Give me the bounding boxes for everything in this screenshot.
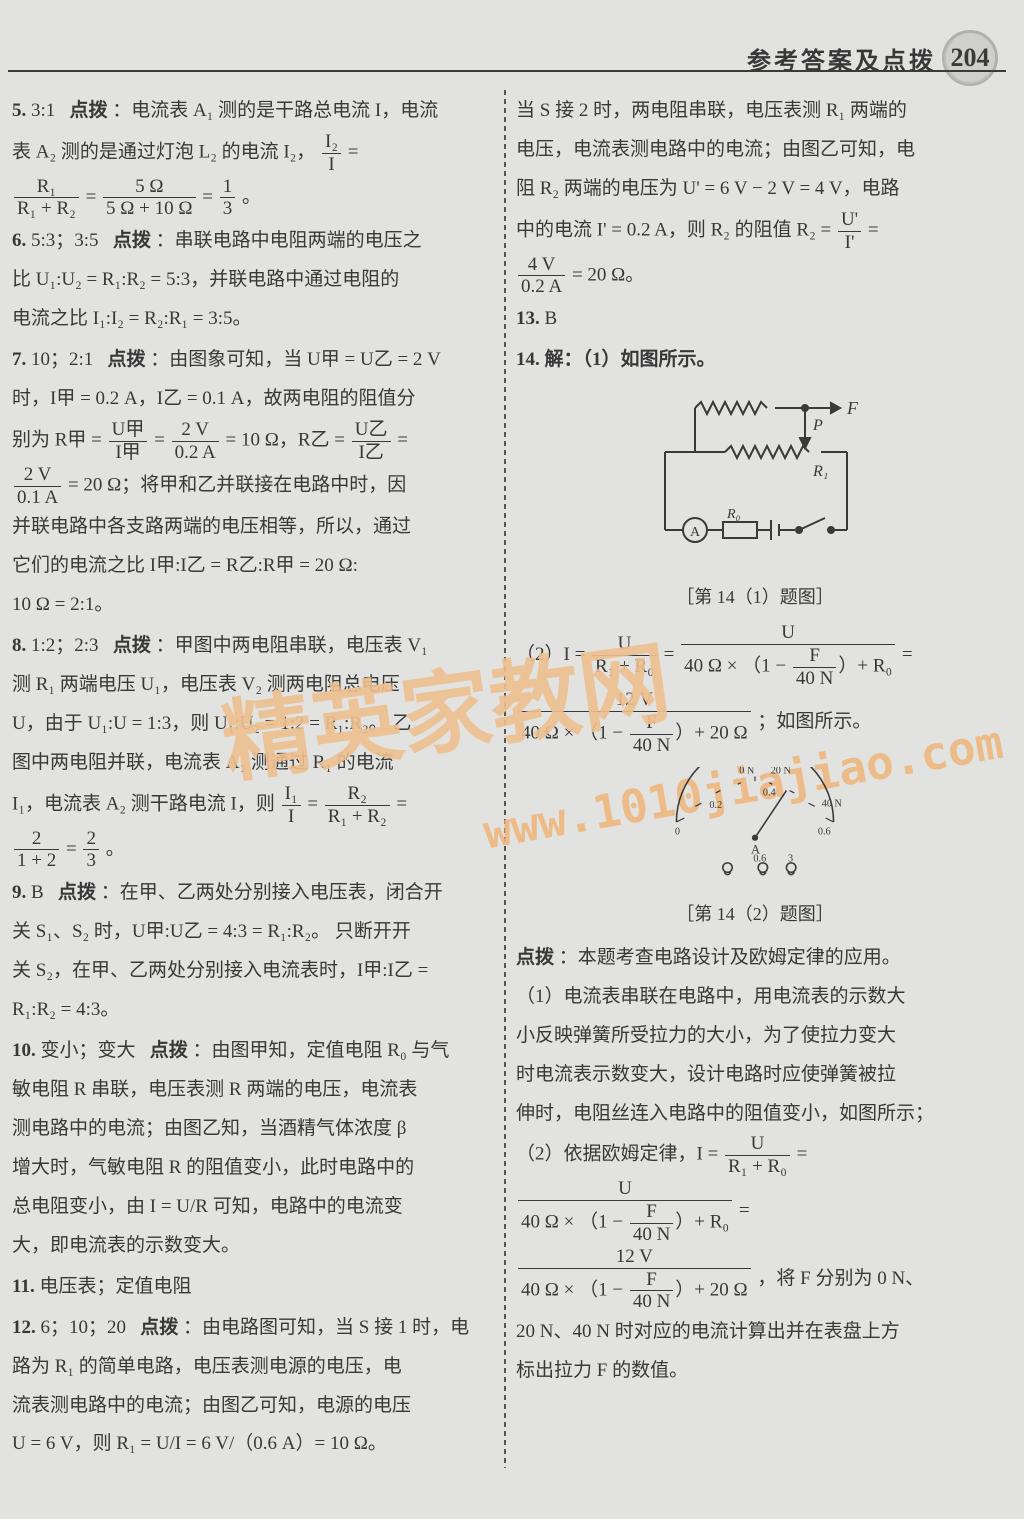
label-F: F	[846, 398, 859, 418]
circuit-caption: ［第 14（1）题图］	[516, 579, 994, 616]
q10-ans: 变小；变大	[41, 1040, 136, 1061]
q9: 9. B 点拨 ：在甲、乙两处分别接入电压表，闭合开 关 S₁、S₂ 时，U甲:…	[12, 874, 490, 1030]
frac: R₂R₁ + R₂	[325, 783, 390, 828]
hint-label: 点拨	[70, 100, 108, 121]
column-divider	[504, 90, 506, 1468]
page-header: 参考答案及点拨 204	[747, 30, 998, 86]
svg-text:0: 0	[675, 827, 680, 838]
page-number-badge: 204	[942, 30, 998, 86]
svg-text:0.4: 0.4	[763, 787, 776, 798]
svg-text:0 N: 0 N	[739, 767, 755, 776]
page-root: 参考答案及点拨 204 精英家教网 www.1010jiajiao.com 5.…	[0, 0, 1024, 1519]
frac-nested: U 40 Ω × （1 − F40 N）+ R₀	[518, 1178, 732, 1246]
frac: I₂I	[322, 131, 341, 176]
hint-label: 点拨	[113, 635, 151, 656]
q11: 11. 电压表；定值电阻	[12, 1268, 490, 1307]
q10-num: 10.	[12, 1040, 36, 1061]
frac: 2 V0.1 A	[14, 464, 61, 509]
q9-ans: B	[31, 882, 44, 903]
q6-ans: 5:3；3:5	[31, 230, 99, 251]
hint-label: 点拨	[113, 230, 151, 251]
frac: U甲I甲	[109, 419, 148, 464]
q6-num: 6.	[12, 230, 26, 251]
q5-ans: 3:1	[31, 100, 55, 121]
q12-continued: 当 S 接 2 时，两电阻串联，电压表测 R₁ 两端的 电压，电流表测电路中的电…	[516, 92, 994, 298]
svg-text:0.2: 0.2	[709, 800, 722, 811]
frac: 23	[83, 828, 99, 873]
circuit-diagram-icon: F P R₁	[635, 390, 875, 560]
svg-text:20 N: 20 N	[771, 767, 792, 776]
q14-circuit-figure: F P R₁	[516, 386, 994, 616]
frac-nested: U 40 Ω × （1 − F40 N）+ R₀	[681, 622, 895, 690]
q11-ans: 电压表；定值电阻	[39, 1276, 191, 1297]
frac: U'I'	[838, 209, 861, 254]
svg-text:0.6: 0.6	[753, 853, 766, 864]
left-column: 5. 3:1 点拨 ：电流表 A₁ 测的是干路总电流 I，电流 表 A₂ 测的是…	[8, 90, 498, 1468]
q5: 5. 3:1 点拨 ：电流表 A₁ 测的是干路总电流 I，电流 表 A₂ 测的是…	[12, 92, 490, 220]
q8-num: 8.	[12, 635, 26, 656]
label-R1: R₁	[812, 463, 828, 480]
q13-num: 13.	[516, 308, 540, 329]
q12-ans: 6；10；20	[41, 1317, 127, 1338]
header-rule	[8, 70, 1006, 72]
q14-gauge-figure: 0 N 20 N 40 N 0 0.2 0.4 0.6 A	[516, 763, 994, 933]
hint-label: 点拨	[140, 1317, 178, 1338]
label-R0: R₀	[726, 507, 741, 522]
q9-num: 9.	[12, 882, 26, 903]
svg-text:3: 3	[788, 853, 793, 864]
q14-num: 14.	[516, 349, 540, 370]
frac: UR₁ + R₀	[592, 633, 657, 678]
q12: 12. 6；10；20 点拨 ：由电路图可知，当 S 接 1 时，电 路为 R₁…	[12, 1309, 490, 1465]
frac: R₁R₁ + R₂	[14, 176, 79, 221]
q14-head: 解：（1）如图所示。	[545, 349, 716, 370]
q13-ans: B	[545, 308, 558, 329]
svg-text:40 N: 40 N	[822, 798, 843, 809]
q6: 6. 5:3；3:5 点拨 ：串联电路中电阻两端的电压之 比 U₁:U₂ = R…	[12, 222, 490, 339]
q10: 10. 变小；变大 点拨 ：由图甲知，定值电阻 R₀ 与气 敏电阻 R 串联，电…	[12, 1032, 490, 1266]
frac: U乙I乙	[352, 419, 391, 464]
hint-label: 点拨	[58, 882, 96, 903]
q5-hint-b: 表 A₂ 测的是通过灯泡 L₂ 的电流 I₂，	[12, 142, 315, 163]
svg-text:0.6: 0.6	[818, 827, 831, 838]
label-A: A	[690, 525, 701, 540]
q13: 13. B	[516, 300, 994, 339]
q8-ans: 1:2；2:3	[31, 635, 99, 656]
frac-nested: 12 V 40 Ω × （1 − F40 N）+ 20 Ω	[518, 689, 751, 757]
q12-num: 12.	[12, 1317, 36, 1338]
q8: 8. 1:2；2:3 点拨 ：甲图中两电阻串联，电压表 V₁ 测 R₁ 两端电压…	[12, 627, 490, 872]
q5-num: 5.	[12, 100, 26, 121]
content-columns: 5. 3:1 点拨 ：电流表 A₁ 测的是干路总电流 I，电流 表 A₂ 测的是…	[8, 90, 1002, 1468]
q7: 7. 10；2:1 点拨 ：由图象可知，当 U甲 = U乙 = 2 V 时，I甲…	[12, 341, 490, 625]
frac: I₁I	[282, 783, 301, 828]
frac: UR₁ + R₀	[725, 1133, 790, 1178]
hint-label: 点拨	[108, 349, 146, 370]
label-P: P	[812, 417, 823, 434]
frac: 2 V0.2 A	[172, 419, 219, 464]
frac: 5 Ω5 Ω + 10 Ω	[103, 176, 195, 221]
hint-label: 点拨	[150, 1040, 188, 1061]
gauge-caption: ［第 14（2）题图］	[516, 896, 994, 933]
q11-num: 11.	[12, 1276, 35, 1297]
q7-ans: 10；2:1	[31, 349, 93, 370]
frac-nested: 12 V 40 Ω × （1 − F40 N）+ 20 Ω	[518, 1246, 751, 1314]
frac: 13	[220, 176, 236, 221]
q5-hint-a: ：电流表 A₁ 测的是干路总电流 I，电流	[112, 100, 438, 121]
ammeter-gauge-icon: 0 N 20 N 40 N 0 0.2 0.4 0.6 A	[625, 767, 885, 877]
q7-num: 7.	[12, 349, 26, 370]
right-column: 当 S 接 2 时，两电阻串联，电压表测 R₁ 两端的 电压，电流表测电路中的电…	[512, 90, 1002, 1468]
hint-label: 点拨	[516, 947, 554, 968]
q14: 14. 解：（1）如图所示。 F	[516, 341, 994, 1391]
frac: 21 + 2	[14, 828, 59, 873]
frac: 4 V0.2 A	[518, 254, 565, 299]
